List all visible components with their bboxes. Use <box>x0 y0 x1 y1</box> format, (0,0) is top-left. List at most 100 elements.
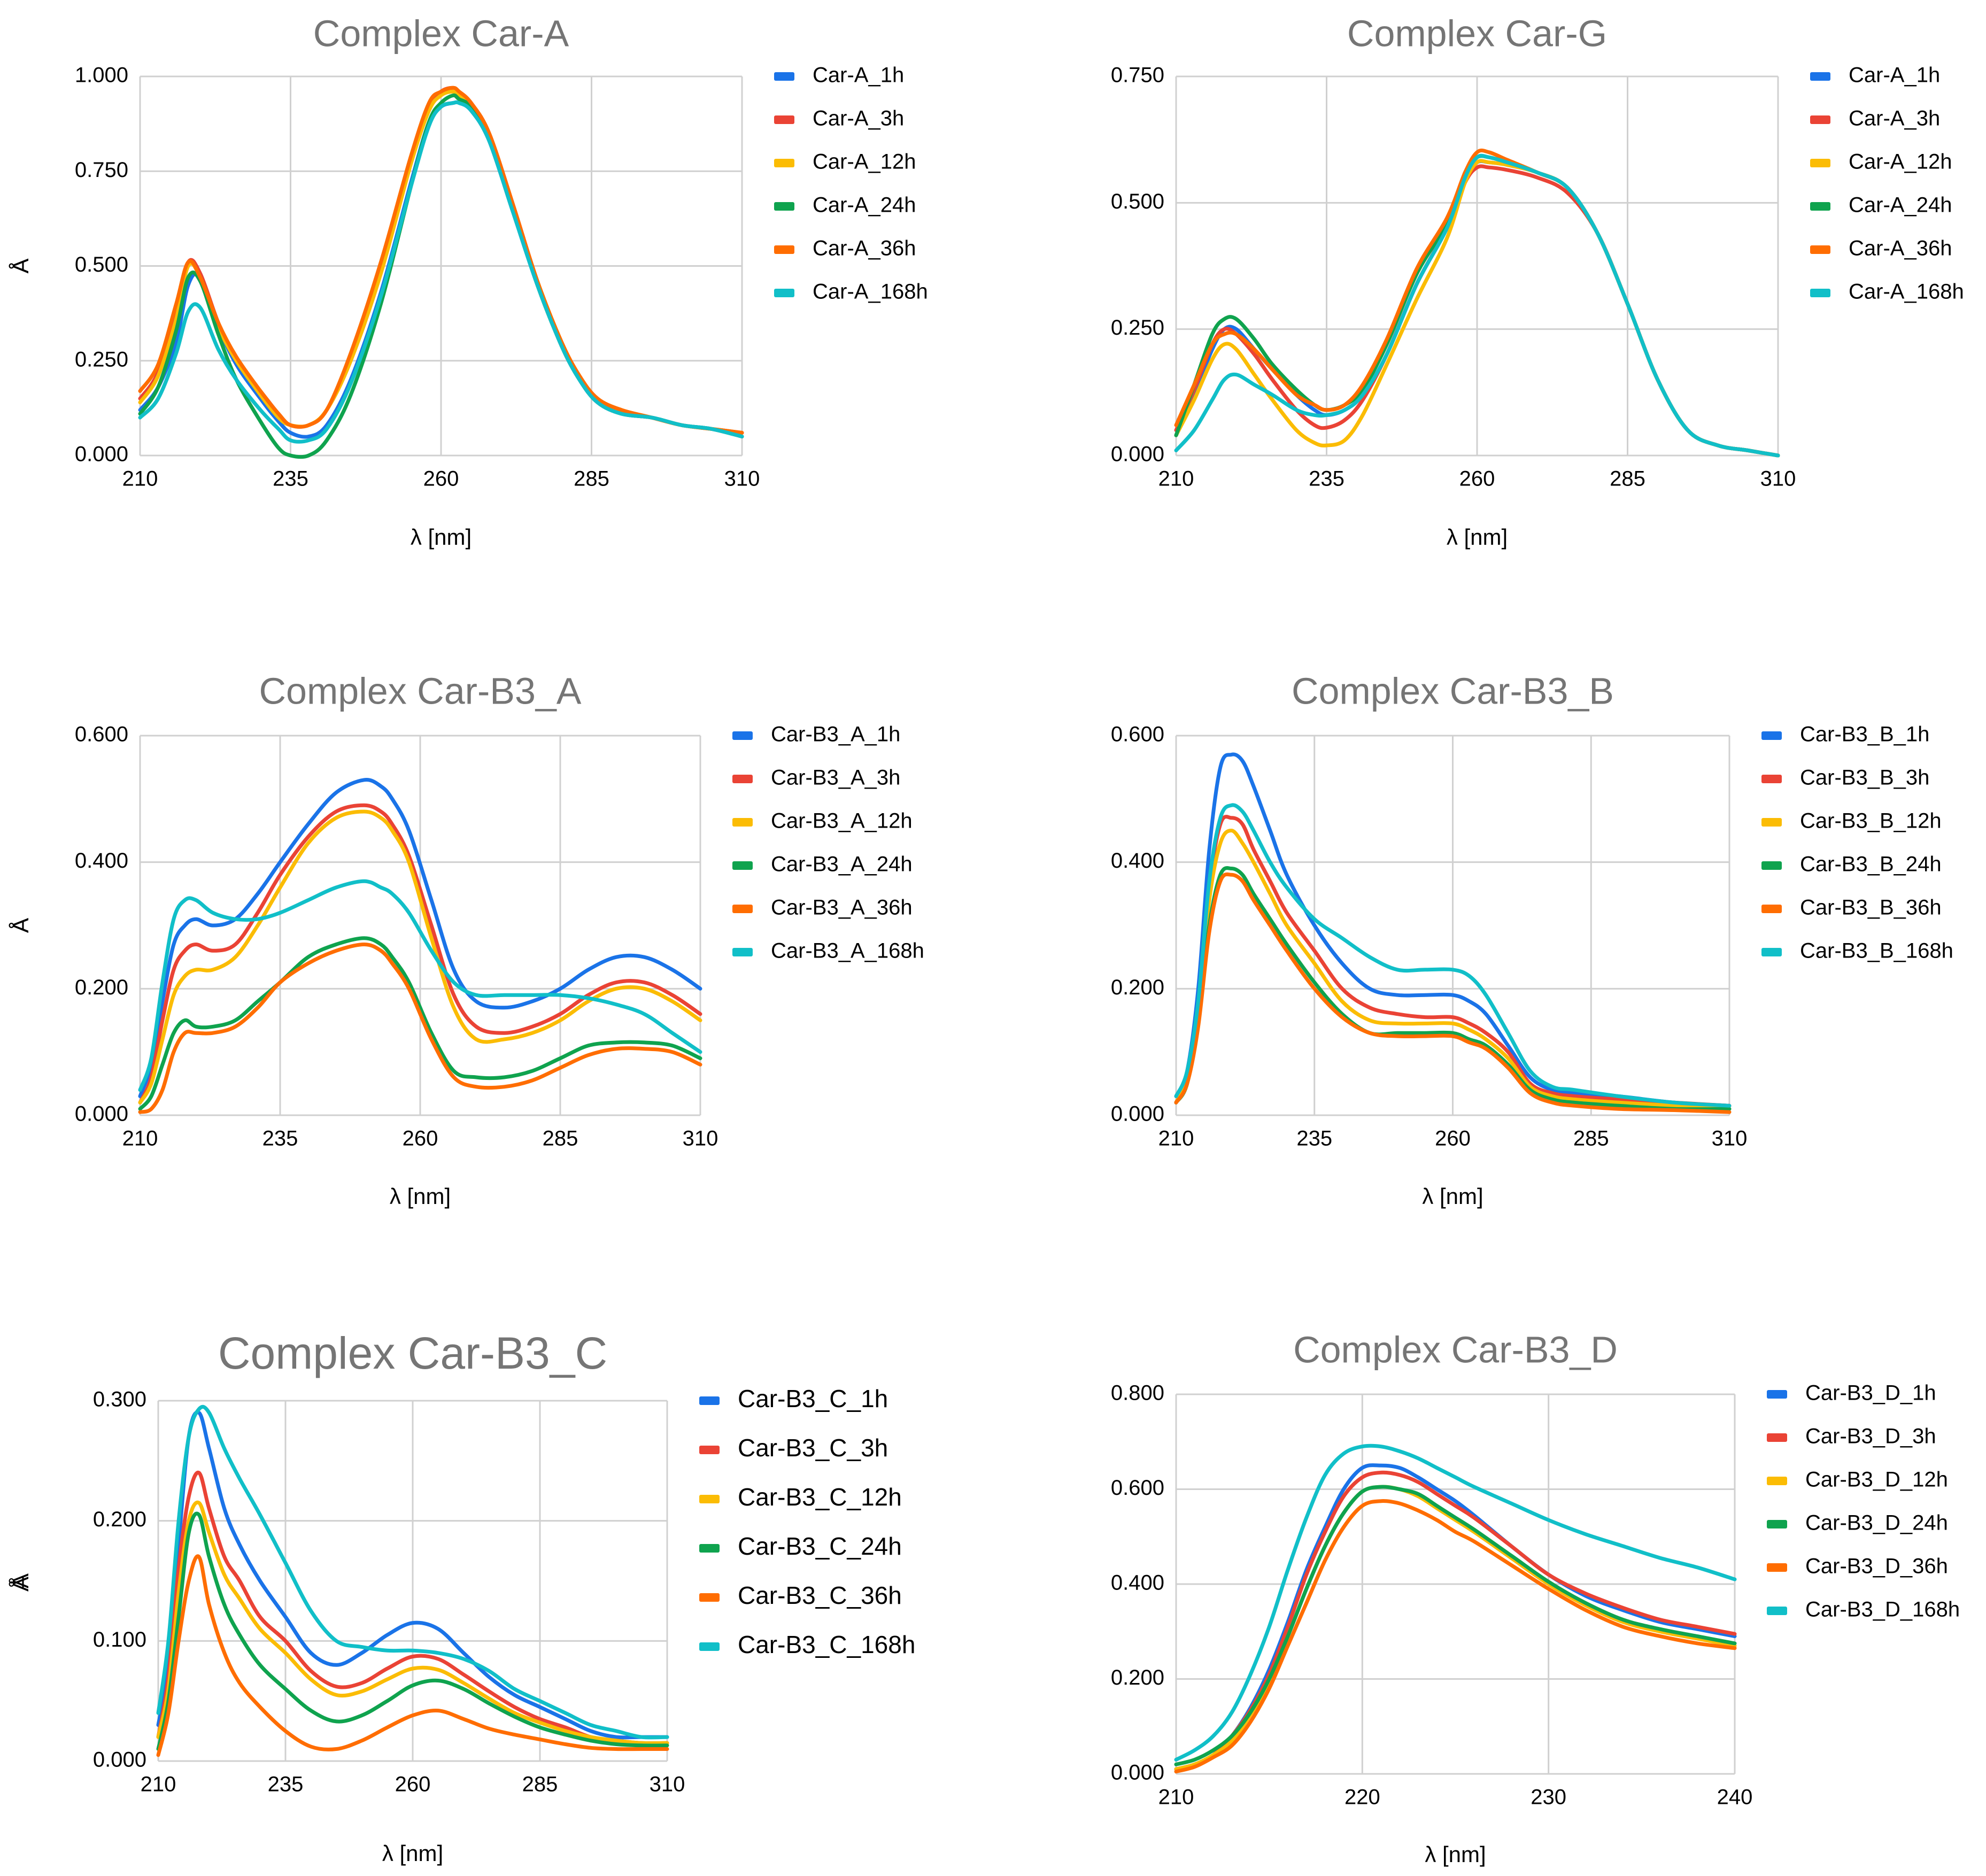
x-tick-label: 210 <box>122 467 158 491</box>
legend-swatch <box>1810 202 1830 211</box>
x-tick-label: 210 <box>141 1773 176 1796</box>
y-tick-label: 0.750 <box>75 158 128 182</box>
legend-swatch <box>1810 72 1830 81</box>
legend-label: Car-A_3h <box>813 107 904 130</box>
x-tick-label: 260 <box>1435 1127 1471 1151</box>
legend-swatch <box>774 289 794 297</box>
gridlines <box>1175 735 1730 1116</box>
legend: Car-B3_D_1h Car-B3_D_3h Car-B3_D_12h Car-B3… <box>1767 1381 1960 1622</box>
legend-label: Car-A_1h <box>813 64 904 87</box>
chart-title: Complex Car-G <box>1347 12 1607 54</box>
x-tick-label: 285 <box>1573 1127 1609 1151</box>
y-tick-label: 0.400 <box>75 849 128 873</box>
y-tick-labels: 0.000 0.200 0.400 0.600 <box>75 723 128 1126</box>
y-tick-labels: 0.000 0.100 0.200 0.300 <box>93 1388 146 1772</box>
legend-label: Car-B3_A_1h <box>771 723 900 746</box>
x-tick-label: 235 <box>262 1127 298 1151</box>
legend-label: Car-B3_C_36h <box>738 1581 902 1609</box>
legend-swatch <box>1767 1520 1787 1528</box>
legend-swatch <box>1810 115 1830 124</box>
legend-label: Car-B3_B_24h <box>1800 853 1942 876</box>
x-tick-label: 260 <box>423 467 459 491</box>
y-tick-label: 0.100 <box>93 1628 146 1651</box>
y-tick-labels: 0.000 0.250 0.500 0.750 <box>1111 64 1164 466</box>
x-axis-label: λ [nm] <box>1447 524 1508 550</box>
legend-label: Car-A_168h <box>813 280 928 304</box>
series-line-Car-B3_A_12h <box>138 809 702 1105</box>
x-tick-label: 285 <box>574 467 609 491</box>
legend: Car-B3_C_1h Car-B3_C_3h Car-B3_C_12h Car-B3… <box>699 1385 915 1658</box>
legend-swatch <box>774 245 794 254</box>
legend-label: Car-A_24h <box>1849 194 1952 217</box>
legend-swatch <box>732 775 753 783</box>
x-tick-label: 285 <box>522 1773 558 1796</box>
legend-label: Car-B3_B_12h <box>1800 809 1942 833</box>
series-line-Car-B3_B_168h <box>1174 803 1732 1108</box>
gridlines <box>1175 1393 1736 1775</box>
y-tick-label: 0.000 <box>1111 443 1164 466</box>
y-tick-label: 0.500 <box>1111 190 1164 213</box>
x-tick-labels: 210 235 260 285 310 <box>122 1127 718 1151</box>
legend-label: Car-A_1h <box>1849 64 1940 87</box>
y-axis-label: Å <box>8 918 33 933</box>
series-lines <box>1174 752 1732 1114</box>
y-tick-label: 0.000 <box>75 1102 128 1126</box>
series-lines <box>1174 148 1780 458</box>
gridlines <box>1175 75 1779 457</box>
y-tick-labels: 0.000 0.200 0.400 0.600 <box>1111 723 1164 1126</box>
legend-swatch <box>699 1642 720 1651</box>
y-tick-label: 1.000 <box>75 64 128 87</box>
legend-swatch <box>732 818 753 827</box>
series-line-Car-A_168h <box>1174 153 1780 458</box>
legend: Car-B3_A_1h Car-B3_A_3h Car-B3_A_12h Car-B3… <box>732 723 924 963</box>
x-tick-label: 220 <box>1344 1786 1380 1809</box>
y-axis-label: Å <box>8 1573 33 1588</box>
chart-title: Complex Car-B3_A <box>259 670 582 712</box>
x-tick-label: 210 <box>1158 467 1194 491</box>
legend-swatch <box>732 861 753 870</box>
series-line-Car-B3_A_3h <box>138 803 702 1105</box>
x-tick-label: 310 <box>724 467 760 491</box>
y-tick-label: 0.750 <box>1111 64 1164 87</box>
series-lines <box>1174 1443 1737 1774</box>
y-axis-label: Å <box>8 1577 33 1592</box>
legend-label: Car-B3_C_3h <box>738 1434 888 1462</box>
y-tick-labels: 0.000 0.200 0.400 0.600 0.800 <box>1111 1381 1164 1785</box>
chart-1: Complex Car-A 0.000 0.250 0.500 0.750 1.000 21… <box>8 12 928 550</box>
legend-label: Car-B3_C_12h <box>738 1483 902 1511</box>
x-tick-labels: 210 220 230 240 <box>1158 1786 1753 1809</box>
series-line-Car-B3_B_12h <box>1174 829 1732 1111</box>
y-tick-label: 0.400 <box>1111 1571 1164 1595</box>
x-tick-label: 210 <box>1158 1786 1194 1809</box>
y-tick-label: 0.200 <box>75 976 128 999</box>
series-line-Car-A_36h <box>138 86 744 435</box>
legend-swatch <box>1761 775 1782 783</box>
series-line-Car-B3_D_24h <box>1174 1485 1737 1766</box>
chart-title: Complex Car-A <box>313 12 569 54</box>
y-tick-label: 0.000 <box>93 1748 146 1772</box>
y-tick-label: 0.400 <box>1111 849 1164 873</box>
legend-swatch <box>732 905 753 913</box>
x-tick-labels: 210 235 260 285 310 <box>1158 1127 1748 1151</box>
x-tick-label: 210 <box>122 1127 158 1151</box>
y-tick-label: 0.200 <box>93 1508 146 1531</box>
legend-label: Car-B3_C_1h <box>738 1385 888 1412</box>
y-tick-label: 0.250 <box>75 348 128 371</box>
legend-swatch <box>699 1593 720 1602</box>
legend-swatch <box>1810 289 1830 297</box>
x-axis-label: λ [nm] <box>382 1841 443 1866</box>
legend-swatch <box>1761 731 1782 740</box>
legend-label: Car-B3_A_24h <box>771 853 913 876</box>
series-line-Car-B3_A_168h <box>138 879 702 1092</box>
chart-6: Complex Car-B3_D 0.000 0.200 0.400 0.600 0.80… <box>8 1329 1960 1867</box>
series-line-Car-B3_C_12h <box>156 1500 669 1746</box>
legend: Car-B3_B_1h Car-B3_B_3h Car-B3_B_12h Car-B3… <box>1761 723 1953 963</box>
legend-label: Car-B3_D_12h <box>1805 1468 1948 1492</box>
legend-swatch <box>1761 861 1782 870</box>
legend-swatch <box>1767 1477 1787 1485</box>
x-axis-label: λ [nm] <box>1425 1842 1486 1867</box>
series-line-Car-B3_C_24h <box>156 1511 669 1751</box>
